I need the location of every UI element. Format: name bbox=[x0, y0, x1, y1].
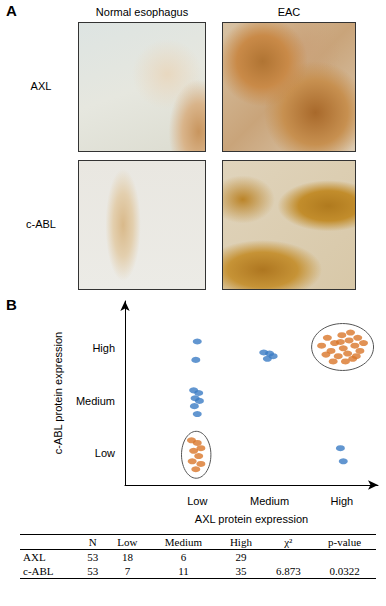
html-text:A: A bbox=[6, 2, 17, 19]
html-text:11: 11 bbox=[178, 565, 189, 577]
html-text:6: 6 bbox=[180, 551, 187, 563]
html-text:AXL: AXL bbox=[30, 80, 52, 92]
html-text:p-value: p-value bbox=[328, 536, 361, 548]
html-text:N: N bbox=[88, 536, 97, 548]
html-text:χ²: χ² bbox=[284, 536, 293, 548]
html-text:53: 53 bbox=[87, 565, 99, 577]
svg-text:High: High bbox=[331, 495, 354, 507]
svg-text:Low: Low bbox=[187, 495, 207, 507]
html-text:0.0322: 0.0322 bbox=[329, 565, 360, 577]
html-text:AXL: AXL bbox=[23, 551, 46, 563]
html-text:c-ABL: c-ABL bbox=[23, 565, 54, 577]
html-text:Medium: Medium bbox=[164, 536, 203, 548]
html-text:29: 29 bbox=[235, 551, 247, 563]
html-text:Low: Low bbox=[117, 536, 138, 548]
svg-text:c-ABL protein expression: c-ABL protein expression bbox=[52, 332, 64, 455]
svg-text:Medium: Medium bbox=[76, 395, 115, 407]
svg-text:High: High bbox=[92, 342, 115, 354]
html-text:53: 53 bbox=[87, 551, 99, 563]
html-text:Normal esophagus: Normal esophagus bbox=[95, 6, 189, 18]
html-text:EAC: EAC bbox=[277, 6, 301, 18]
html-text:High: High bbox=[229, 536, 252, 548]
svg-text:Medium: Medium bbox=[250, 495, 289, 507]
html-text:35: 35 bbox=[235, 565, 247, 577]
html-text:7: 7 bbox=[124, 565, 131, 577]
html-text:18: 18 bbox=[121, 551, 133, 563]
svg-text:Low: Low bbox=[95, 447, 115, 459]
svg-text:AXL protein expression: AXL protein expression bbox=[195, 513, 308, 525]
html-text:c-ABL: c-ABL bbox=[26, 218, 56, 230]
html-text:B: B bbox=[6, 296, 17, 313]
html-text:6.873: 6.873 bbox=[275, 565, 301, 577]
